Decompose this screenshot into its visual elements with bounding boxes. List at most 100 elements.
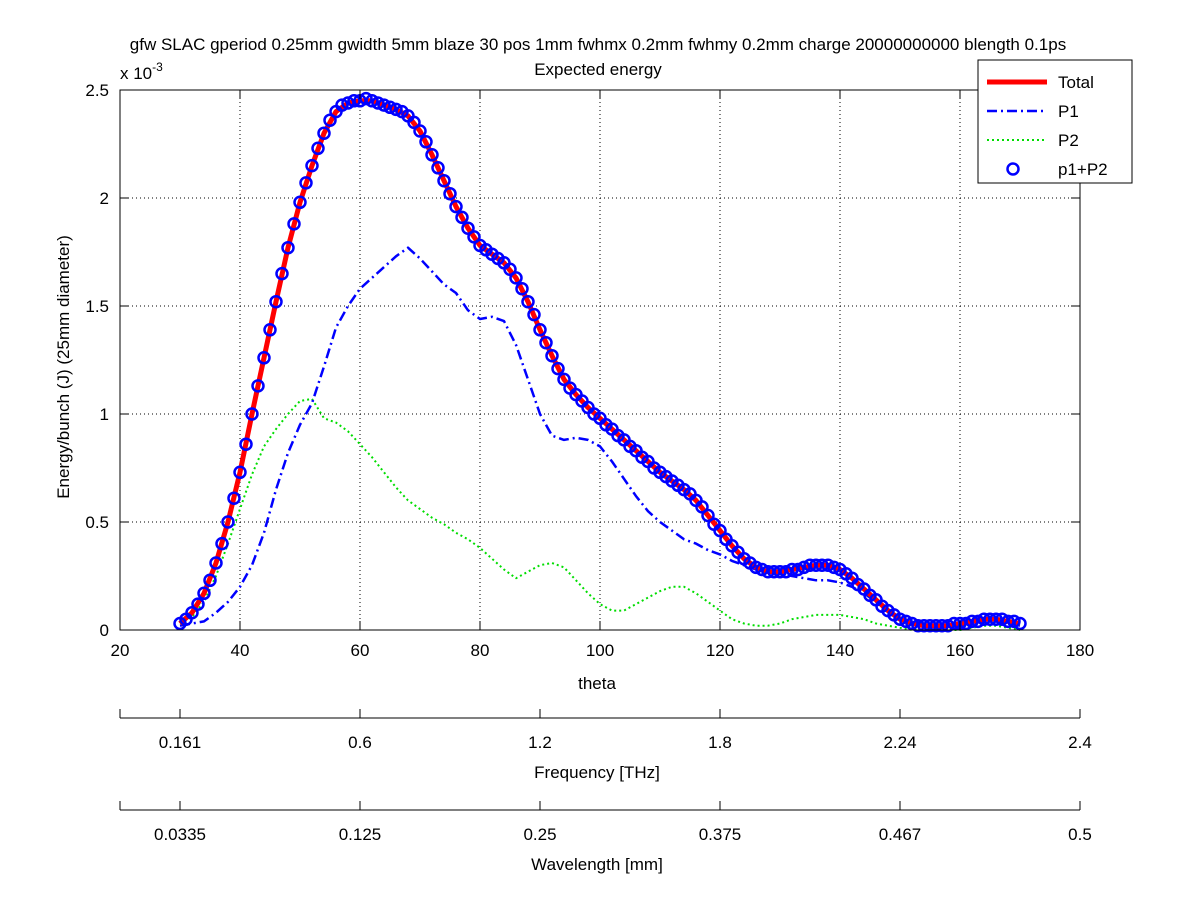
series-p1-p2-point [437,173,451,188]
series-p1-p2-point [521,294,535,309]
series-p1-p2-point [557,372,571,387]
series-p1-p2-point [341,96,355,110]
series-p1-p2-point [191,597,205,611]
y-tick-label: 0.5 [85,513,109,532]
series-p1-p2-point [323,113,337,127]
x-tick-label: 180 [1066,641,1094,660]
series-p1-p2-point [827,560,841,575]
series-p1-p2-point [1001,614,1015,629]
y-tick-label: 2 [100,189,109,208]
legend-box [977,59,1133,184]
series-p1-p2-point [791,562,805,577]
secondary-axis-frequency: 0.161 0.6 1.2 1.8 2.24 2.4 Frequency [THz] [119,709,1092,782]
series-p1-p2-point [455,210,469,225]
series-p1-p2-point [545,348,559,363]
series-p1-p2-point [389,102,403,117]
series-p1-p2-point [269,294,283,309]
series-p1-p2-point [233,465,247,480]
series-p1-p2-point [413,124,427,138]
series-p1-p2-point [425,148,439,162]
series-p1-p2-point [971,614,985,629]
secondary-tick-label: 0.467 [879,825,922,844]
secondary-axis-label: Frequency [THz] [534,763,660,782]
y-exponent-label: x 10-3 [120,60,163,83]
series-p1-p2-point [419,135,433,149]
y-tick-label: 1 [100,405,109,424]
series-p1-p2-point [197,586,211,601]
series-p1-p2-point [701,508,715,523]
secondary-tick-label: 1.8 [708,733,732,752]
series-p1-p2-point [227,491,241,505]
secondary-tick-label: 0.375 [699,825,742,844]
secondary-tick-label: 0.161 [159,733,202,752]
series-p1-p2-point [371,96,385,110]
y-exponent-base: x 10 [120,64,152,83]
series-p1-p2-point [305,158,319,173]
series-p1-p2-point [287,217,301,231]
series-p1-p2-point [365,94,379,108]
secondary-tick-label: 1.2 [528,733,552,752]
series-p1-p2-point [965,614,979,629]
series-p1-p2-point [461,221,475,235]
x-tick-label: 40 [231,641,250,660]
series-p1-p2-point [203,573,217,588]
secondary-tick-label: 0.0335 [154,825,206,844]
secondary-tick-label: 0.5 [1068,825,1092,844]
series-p1-p2-point [383,100,397,115]
secondary-axis-wavelength: 0.0335 0.125 0.25 0.375 0.467 0.5 Wavelength [… [119,801,1092,874]
secondary-axes: 0.161 0.6 1.2 1.8 2.24 2.4 Frequency [THz] 0.03… [119,709,1092,874]
series-p1-p2-point [299,176,313,190]
x-tick-label: 100 [586,641,614,660]
series-p1-p2-point [239,437,253,451]
legend-label-p1-p2: p1+P2 [1058,160,1108,179]
series-p1-p2-point [275,266,289,281]
legend-label-total: Total [1058,73,1094,92]
series-p1-p2-point [185,605,199,620]
series-p1-p2-point [941,618,955,633]
y-tick-label: 2.5 [85,81,109,100]
series-p1-p2-point [443,186,457,201]
x-tick-label: 160 [946,641,974,660]
series-p1-p2-point [209,556,223,570]
series-p1-p2-point [257,351,271,365]
secondary-tick-label: 0.6 [348,733,372,752]
secondary-tick-label: 0.125 [339,825,382,844]
secondary-tick-label: 2.4 [1068,733,1092,752]
series-p1-p2-point [407,115,421,130]
series-layer [173,91,1027,633]
x-tick-label: 120 [706,641,734,660]
series-p1-p2-point [347,94,361,108]
series-p1-p2-point [899,614,913,629]
series-p1-p2-point [551,361,565,376]
y-tick-label: 1.5 [85,297,109,316]
series-p1-p2-point [335,98,349,112]
legend-swatch-p1-p2 [1006,162,1020,176]
y-exponent-power: -3 [152,60,163,74]
series-p1-p2-point [293,195,307,210]
secondary-tick-label: 0.25 [523,825,556,844]
series-p1-p2-point [281,240,295,255]
series-p1-p2-point [515,281,529,296]
y-tick-label: 0 [100,621,109,640]
series-p1-p2-point [755,562,769,577]
x-axis-label: theta [578,674,616,693]
legend: Total P1 P2 p1+P2 [977,59,1133,184]
y-axis-label: Energy/bunch (J) (25mm diameter) [54,235,73,499]
series-p1-p2-point [797,560,811,575]
series-p1-p2-point [311,141,325,156]
legend-label-p1: P1 [1058,102,1079,121]
series-p1-p2-point [773,564,787,579]
series-p1-p2-markers [173,91,1027,633]
series-p1-p2-point [527,307,541,322]
chart-subtitle: Expected energy [534,60,662,79]
series-p1-p2-point [785,562,799,577]
series-p1-p2-point [317,126,331,140]
legend-entries: Total P1 P2 p1+P2 [987,73,1108,179]
chart-title: gfw SLAC gperiod 0.25mm gwidth 5mm blaze… [130,35,1066,54]
series-p1-p2-point [989,612,1003,626]
series-p1-p2-point [431,161,445,175]
series-p1-p2-point [905,616,919,631]
x-tick-label: 80 [471,641,490,660]
series-p1-p2-point [695,500,709,514]
